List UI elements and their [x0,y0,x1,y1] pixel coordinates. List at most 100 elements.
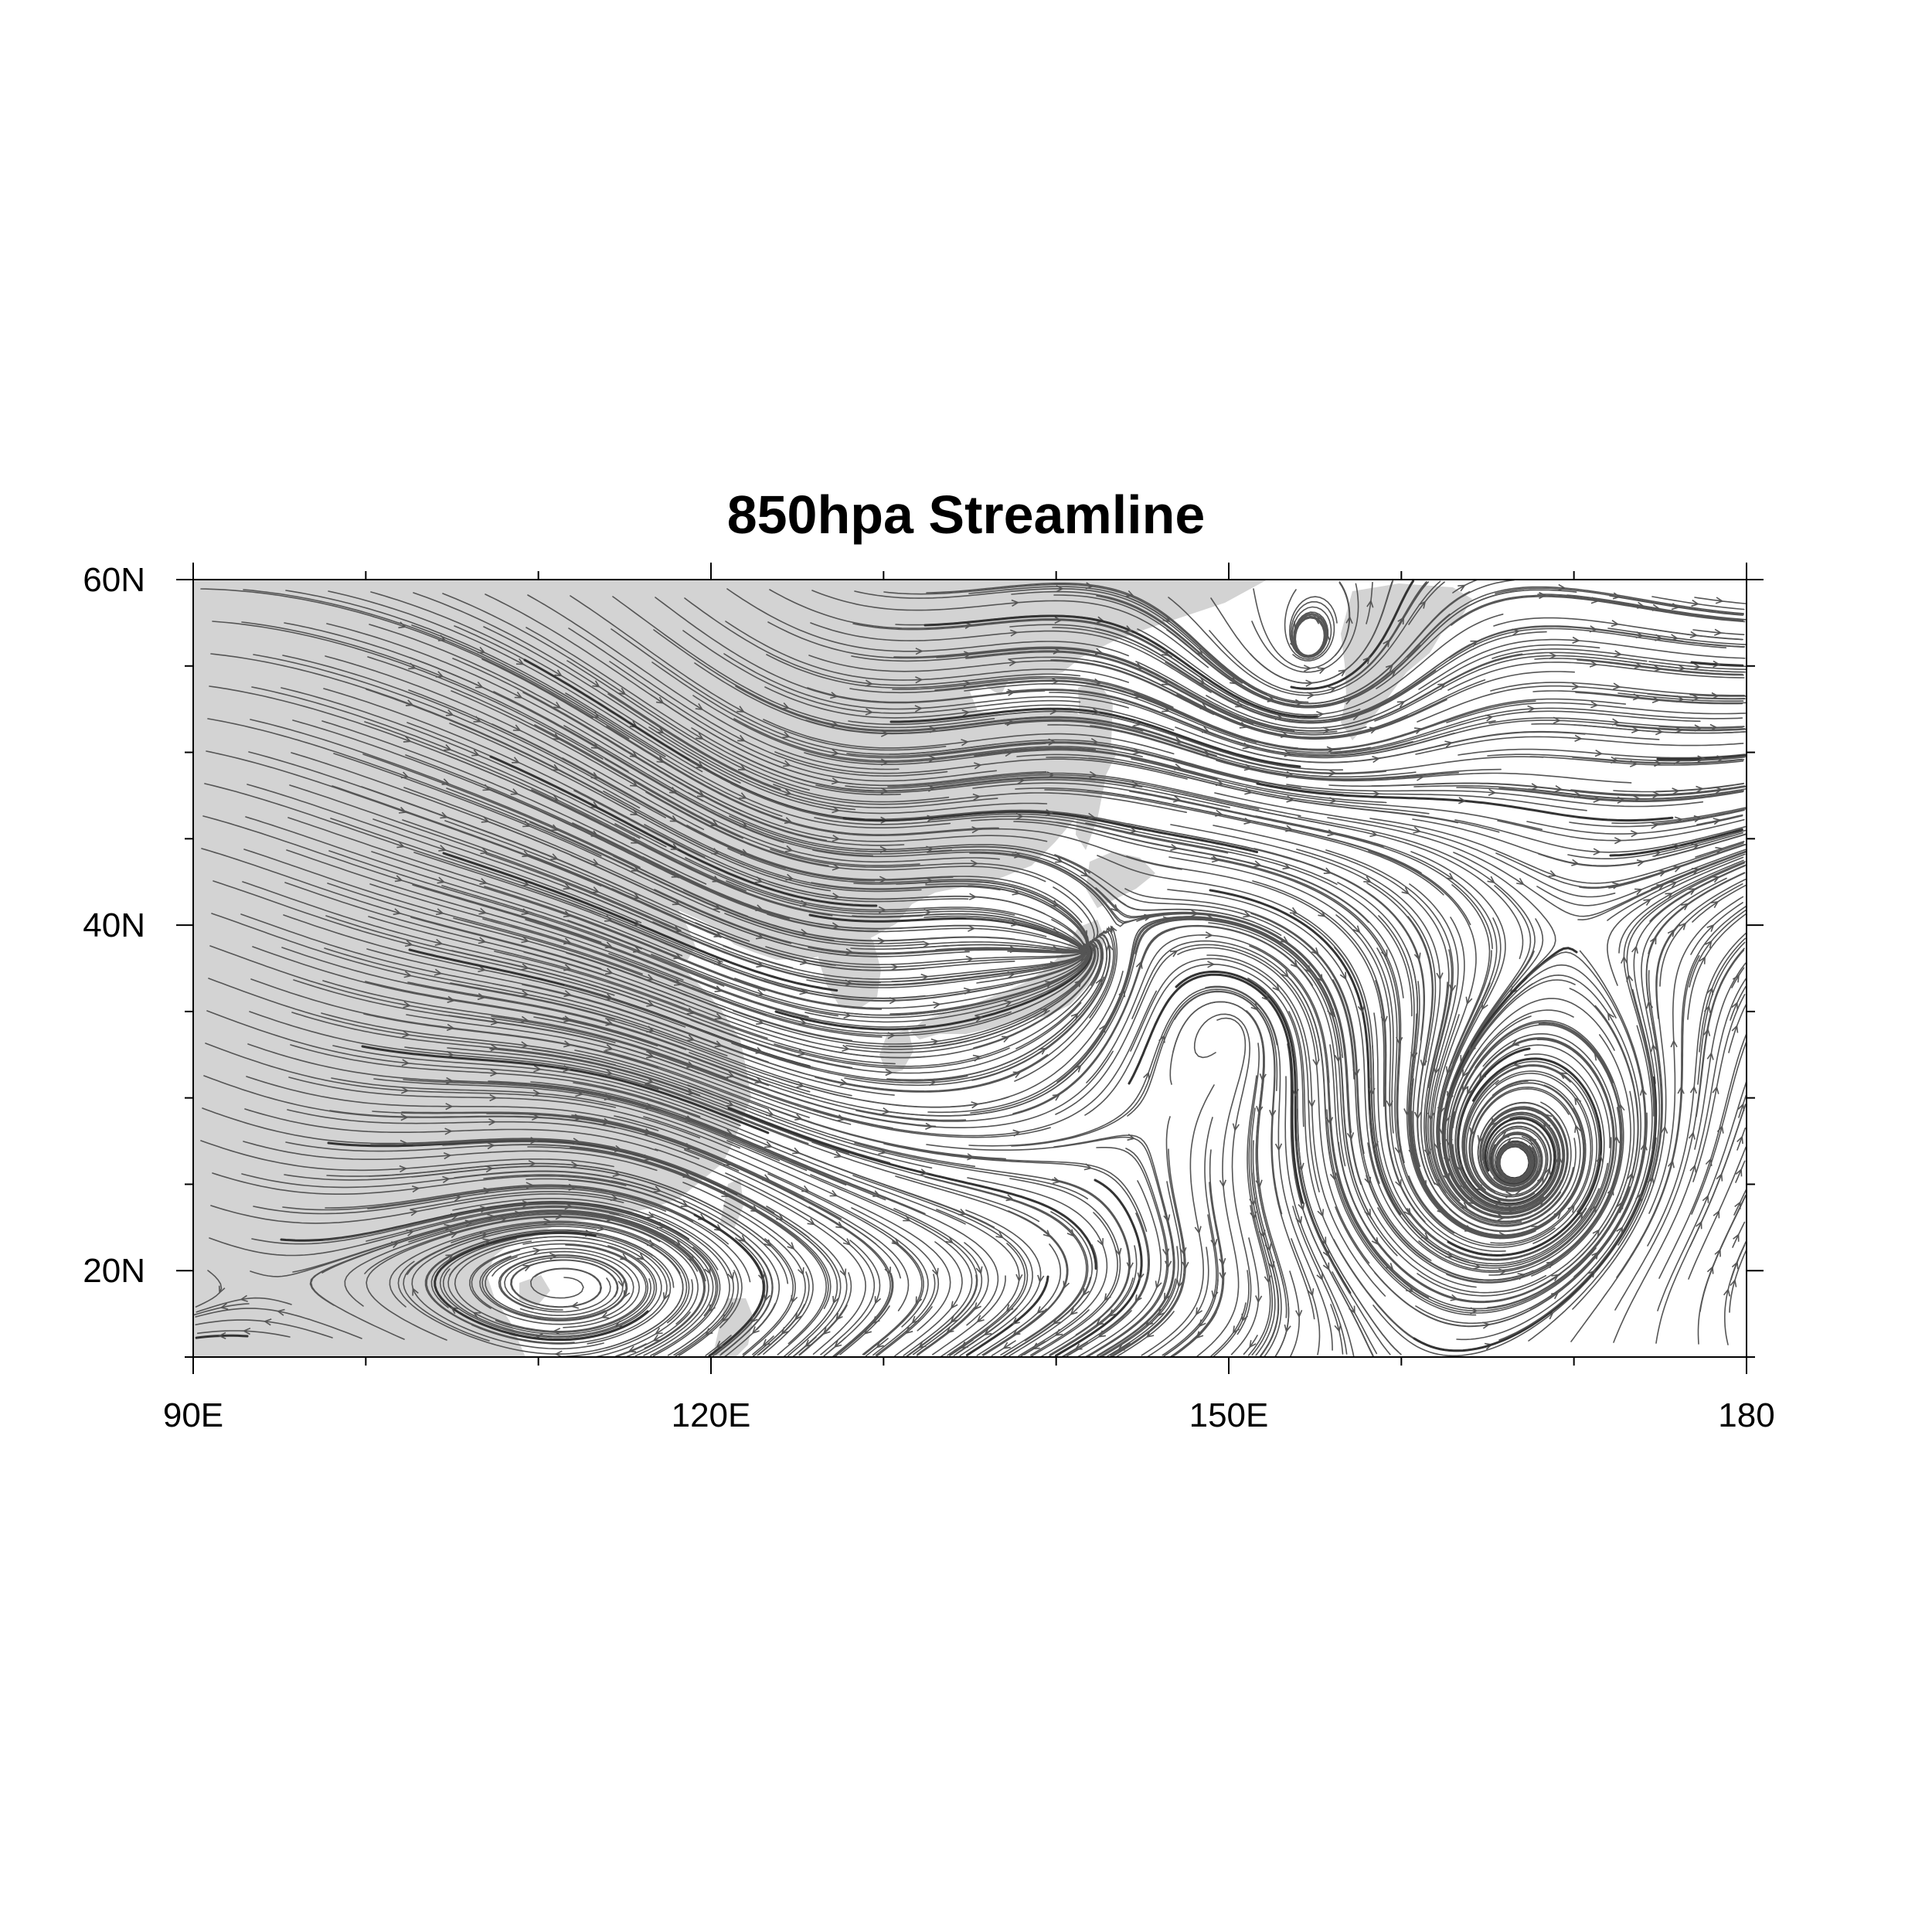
streamline-arrowhead [686,1008,696,1015]
streamline-arrowhead [831,749,839,757]
streamline-arrowhead [708,1304,716,1313]
map-title: 850hpa Streamline [727,485,1206,545]
streamline-arrowhead [521,990,529,998]
streamline-arrowhead [1388,669,1396,678]
streamline [1294,1173,1374,1357]
streamline-arrowhead [890,963,900,971]
streamline-arrowhead [514,692,523,699]
streamline-arrowhead [1553,1211,1562,1219]
streamline-arrowhead [1696,785,1704,793]
streamline [1447,662,1745,691]
streamline-arrowhead [1338,669,1347,677]
streamline-arrowhead [604,941,614,949]
streamline-arrowhead [662,1292,670,1301]
streamline-arrowhead [834,1340,842,1348]
streamline [1297,1108,1402,1355]
streamline-arrowhead [478,965,486,973]
streamline-arrowhead [714,1012,723,1020]
streamline-arrowhead [1002,1036,1010,1043]
streamline-arrowhead [1703,1005,1711,1014]
streamline-arrowhead [1413,952,1421,961]
streamline-arrowhead [835,1221,844,1229]
streamline-arrowhead [1596,1154,1604,1163]
streamline-arrowhead [1111,904,1119,913]
streamline-arrowhead [477,992,486,1001]
streamline [1690,661,1744,667]
streamline-arrowhead [1131,781,1140,788]
streamline-arrowhead [783,788,792,796]
streamline-arrowhead [1715,786,1723,794]
streamline-arrowhead [1473,1262,1481,1270]
streamline-arrowhead [563,1015,573,1023]
streamline-arrowhead [483,1187,492,1195]
streamline-arrowhead [1312,1058,1320,1067]
streamline [967,1177,1108,1357]
streamline-arrowhead [696,733,704,740]
streamline-arrowhead [1052,1094,1061,1101]
streamline-arrowhead [1413,1111,1422,1121]
streamline-arrowhead [879,876,888,883]
streamline-arrowhead [975,1266,983,1275]
streamline [1645,872,1744,1182]
streamline-arrowhead [1626,974,1634,982]
streamline-arrowhead [922,940,930,948]
streamline-arrowhead [1339,971,1347,981]
streamline [767,1173,924,1355]
streamline-arrowhead [1074,979,1083,988]
streamline-arrowhead [522,820,531,828]
streamline-arrowhead [617,1279,625,1288]
streamline [1243,1335,1258,1355]
streamline-arrowhead [1706,1052,1714,1060]
streamline-arrowhead [829,1189,838,1197]
streamline-arrowhead [1614,837,1623,845]
streamline-arrowhead [1403,1208,1412,1216]
streamline-arrowhead [685,1088,695,1095]
streamline-arrowhead [1640,1142,1648,1151]
streamline [1109,1342,1131,1356]
streamline-arrowhead [398,807,407,814]
streamline-arrowhead [1110,925,1117,934]
streamline-arrowhead [1710,900,1719,909]
streamline-arrowhead [887,1032,896,1039]
streamline-arrowhead [736,706,745,713]
streamline-arrowhead [590,742,600,750]
streamline-arrowhead [1505,1138,1514,1145]
streamline-arrowhead [445,709,454,716]
streamline-arrowhead [1054,1328,1063,1336]
streamline-arrowhead [1713,660,1721,668]
streamline [894,1241,963,1357]
streamline-arrowhead [844,979,853,987]
streamline-arrowhead [1319,1236,1327,1246]
streamline [965,1275,1049,1356]
streamline-arrowhead [1667,928,1675,937]
streamline-arrowhead [450,1306,459,1315]
streamline [1526,815,1743,835]
streamline-arrowhead [1511,1039,1519,1046]
streamline-arrowhead [276,1308,285,1316]
streamline-arrowhead [705,1328,713,1336]
streamline-arrowhead [645,974,655,981]
streamline [1731,967,1745,988]
streamline-arrowhead [399,1165,408,1173]
streamline [723,1205,806,1357]
streamline [1691,1041,1747,1215]
streamline [947,1243,1026,1356]
streamline-arrowhead [1126,1262,1134,1270]
streamline-arrowhead [918,1341,927,1349]
streamline-arrowhead [1104,1293,1111,1301]
streamline-arrowhead [1162,916,1172,923]
streamline-arrowhead [445,1103,454,1111]
streamline [1213,1270,1250,1357]
streamline-arrowhead [393,908,402,916]
streamline-arrowhead [403,736,412,743]
streamline-arrowhead [1634,888,1643,896]
taiwan [720,1179,743,1229]
streamline [1655,782,1745,792]
streamline-arrowhead [983,1328,992,1336]
streamline [1697,941,1746,1085]
streamline-arrowhead [240,1294,248,1302]
streamline-arrowhead [653,1185,662,1193]
streamline-arrowhead [1647,1175,1655,1185]
streamline [1418,638,1746,690]
streamline-arrowhead [1317,667,1326,675]
